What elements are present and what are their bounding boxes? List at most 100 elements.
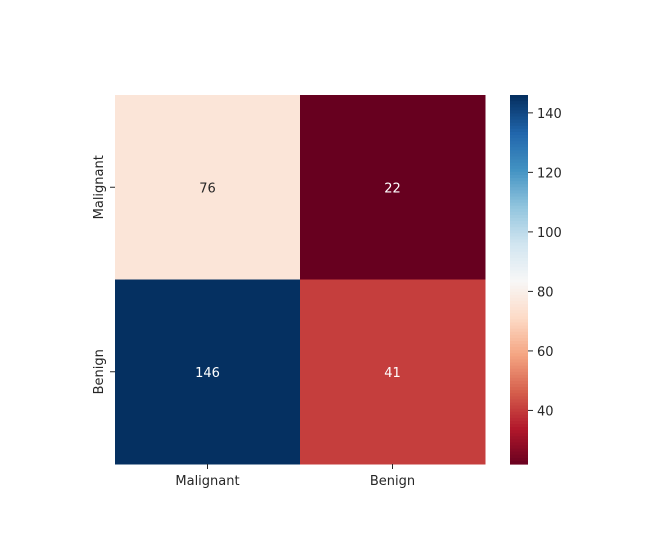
colorbar-segment — [510, 331, 528, 336]
colorbar-segment — [510, 362, 528, 367]
colorbar-segment — [510, 457, 528, 462]
colorbar-segment — [510, 445, 528, 450]
colorbar-segment — [510, 420, 528, 425]
colorbar-segment — [510, 202, 528, 207]
colorbar-segment — [510, 239, 528, 244]
colorbar-segment — [510, 224, 528, 228]
colorbar-segment — [510, 261, 528, 265]
colorbar-segment — [510, 325, 528, 330]
colorbar-segment — [510, 393, 528, 397]
colorbar-segment — [510, 430, 528, 434]
heatmap-cells: 76 22 146 41 — [115, 95, 486, 465]
colorbar-segment — [510, 110, 528, 115]
colorbar-segment — [510, 402, 528, 407]
colorbar-segment — [510, 304, 528, 308]
cell-value-label: 76 — [199, 181, 216, 196]
colorbar-segment — [510, 190, 528, 194]
colorbar-segment — [510, 384, 528, 388]
colorbar-segment — [510, 433, 528, 437]
colorbar-segment — [510, 147, 528, 151]
colorbar-segment — [510, 310, 528, 314]
heatmap-cell — [115, 279, 301, 465]
colorbar-segment — [510, 451, 528, 456]
colorbar-segment — [510, 150, 528, 155]
colorbar-segment — [510, 144, 528, 148]
colorbar-segment — [510, 214, 528, 219]
colorbar-segment — [510, 174, 528, 179]
colorbar-segment — [510, 125, 528, 130]
colorbar-segment — [510, 353, 528, 357]
colorbar-segment — [510, 387, 528, 391]
colorbar-segment — [510, 165, 528, 170]
colorbar-segment — [510, 307, 528, 311]
colorbar-segment — [510, 245, 528, 250]
colorbar-segment — [510, 282, 528, 287]
colorbar-segment — [510, 448, 528, 453]
colorbar-segment — [510, 205, 528, 210]
heatmap-cell — [115, 95, 301, 280]
colorbar-segment — [510, 221, 528, 225]
colorbar-segment — [510, 168, 528, 173]
colorbar-segment — [510, 439, 528, 444]
colorbar-segment — [510, 374, 528, 379]
colorbar-segment — [510, 411, 528, 416]
colorbar-segment — [510, 313, 528, 317]
colorbar-segment — [510, 285, 528, 290]
cell-value-label: 22 — [384, 181, 401, 196]
heatmap-cell — [300, 279, 486, 465]
colorbar-tick-label: 80 — [537, 285, 554, 300]
heatmap-cell — [300, 95, 486, 280]
colorbar-segment — [510, 399, 528, 404]
y-tick-label: Benign — [92, 349, 107, 394]
colorbar-segment — [510, 227, 528, 231]
x-tick-label: Benign — [370, 474, 415, 489]
colorbar-segment — [510, 98, 528, 102]
colorbar-segment — [510, 187, 528, 191]
x-axis: Malignant Benign — [175, 464, 415, 489]
colorbar-segment — [510, 236, 528, 241]
colorbar-segment — [510, 128, 528, 133]
colorbar-segment — [510, 107, 528, 111]
colorbar-segment — [510, 257, 528, 262]
colorbar-segment — [510, 267, 528, 271]
colorbar-segment — [510, 380, 528, 385]
colorbar-segment — [510, 365, 528, 370]
colorbar: 40 60 80 100 120 140 — [510, 95, 562, 465]
colorbar-segment — [510, 334, 528, 339]
colorbar-tick-label: 120 — [537, 166, 562, 181]
colorbar-tick-label: 140 — [537, 107, 562, 122]
colorbar-segment — [510, 442, 528, 447]
colorbar-segment — [510, 414, 528, 419]
colorbar-segment — [510, 288, 528, 293]
colorbar-segment — [510, 233, 528, 238]
y-tick-label: Malignant — [92, 155, 107, 219]
colorbar-segment — [510, 322, 528, 327]
colorbar-segment — [510, 294, 528, 299]
colorbar-segment — [510, 436, 528, 440]
colorbar-segment — [510, 242, 528, 247]
colorbar-segment — [510, 218, 528, 222]
colorbar-segment — [510, 344, 528, 348]
colorbar-segment — [510, 254, 528, 259]
colorbar-segment — [510, 337, 528, 342]
colorbar-segment — [510, 119, 528, 124]
colorbar-segment — [510, 184, 528, 188]
colorbar-segment — [510, 156, 528, 161]
colorbar-segment — [510, 390, 528, 394]
colorbar-segment — [510, 405, 528, 410]
colorbar-tick-label: 100 — [537, 226, 562, 241]
colorbar-segment — [510, 95, 528, 99]
colorbar-segment — [510, 208, 528, 213]
colorbar-segment — [510, 316, 528, 321]
colorbar-tick-label: 60 — [537, 345, 554, 360]
colorbar-segment — [510, 328, 528, 333]
colorbar-segment — [510, 141, 528, 145]
colorbar-segment — [510, 273, 528, 278]
colorbar-segment — [510, 162, 528, 167]
colorbar-segment — [510, 417, 528, 422]
colorbar-segment — [510, 377, 528, 382]
colorbar-segment — [510, 347, 528, 351]
colorbar-segment — [510, 301, 528, 305]
colorbar-segment — [510, 341, 528, 345]
colorbar-segment — [510, 270, 528, 274]
